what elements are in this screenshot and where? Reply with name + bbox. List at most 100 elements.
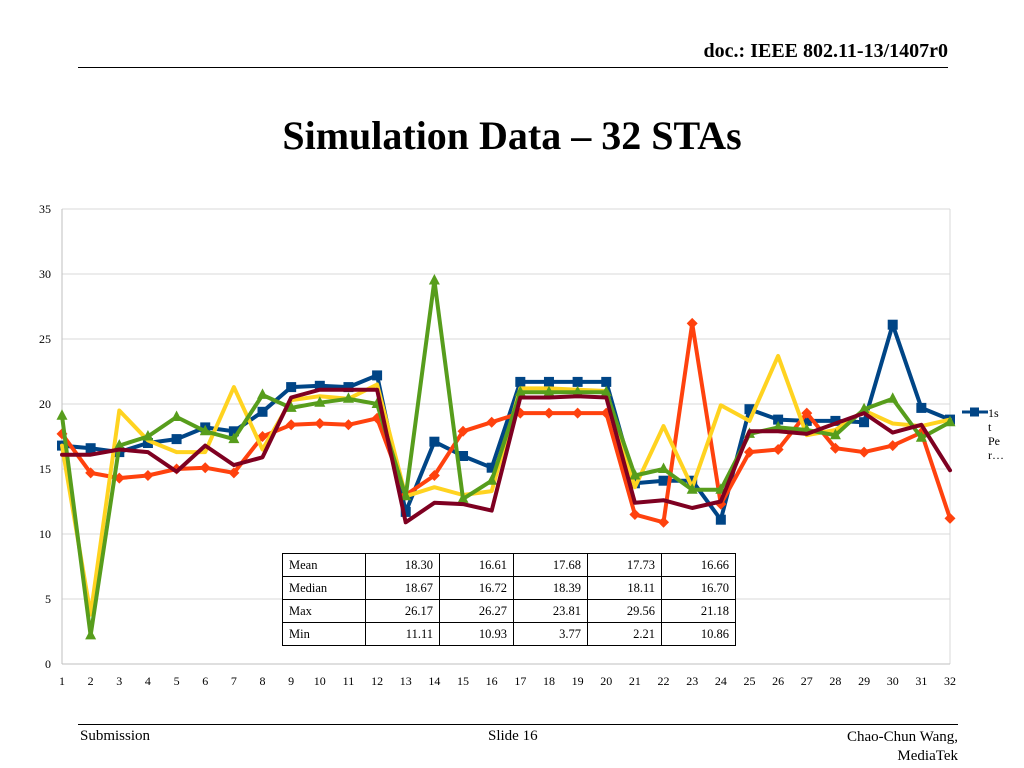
x-tick-label: 3 [116,674,122,688]
x-tick-label: 9 [288,674,294,688]
x-tick-label: 21 [629,674,641,688]
data-point [85,467,97,479]
data-point [572,385,584,397]
series-line [60,322,952,522]
data-point [543,385,555,397]
data-point [228,432,240,444]
data-point [772,420,784,432]
data-point [629,469,641,480]
data-point [372,370,383,381]
legend-line: Pe [988,434,1000,448]
footer-author-name: Chao-Chun Wang, [846,729,958,745]
x-tick-label: 14 [428,674,440,688]
data-point [859,417,870,428]
data-point [629,509,641,520]
x-tick-label: 27 [801,674,813,688]
stats-cell: 16.72 [439,576,514,600]
data-point [715,514,726,525]
data-point [56,409,68,420]
data-point [314,380,325,391]
data-point [228,426,239,437]
x-tick-label: 26 [772,674,784,688]
x-tick-label: 11 [343,674,355,688]
data-point [400,506,411,517]
doc-id: doc.: IEEE 802.11-13/1407r0 [703,40,948,62]
data-point [257,406,268,417]
data-point [658,516,670,528]
stats-cell: 16.66 [661,553,736,577]
x-tick-label: 7 [231,674,237,688]
data-point [142,438,153,448]
data-point [773,414,784,425]
data-point [286,382,297,393]
data-point [285,419,297,431]
x-tick-label: 30 [887,674,899,688]
data-point [199,424,211,436]
stats-cell: 11.11 [365,622,440,646]
x-tick-label: 8 [260,674,266,688]
data-point [830,415,841,426]
x-tick-label: 1 [59,674,65,688]
data-point [686,483,698,494]
data-point [515,376,526,387]
slide-title: Simulation Data – 32 STAs [282,113,742,158]
legend-line: 1s [988,406,999,420]
x-tick-label: 31 [915,674,927,688]
data-point [887,392,899,403]
x-tick-label: 28 [829,674,841,688]
data-point [343,382,354,393]
x-tick-label: 18 [543,674,555,688]
x-tick-label: 19 [572,674,584,688]
data-point [285,401,297,412]
data-point [342,392,354,403]
stats-cell: 2.21 [587,622,662,646]
data-point [428,470,440,481]
data-point [257,388,269,399]
y-tick-label: 15 [39,462,51,476]
x-tick-label: 23 [686,674,698,688]
x-tick-label: 4 [145,674,151,688]
data-point [171,410,183,421]
stats-cell: 23.81 [513,599,588,623]
stats-row-label: Min [282,622,366,646]
header-rule [78,67,948,68]
footer-rule [78,724,958,725]
stats-cell: 29.56 [587,599,662,623]
data-point [601,376,612,387]
x-tick-label: 13 [400,674,412,688]
data-point [457,425,469,437]
y-tick-label: 0 [45,657,51,671]
footer-submission: Submission [80,728,151,744]
data-point [944,512,956,524]
legend-marker [962,407,988,417]
stats-row-label: Max [282,599,366,623]
data-point [457,492,469,503]
stats-cell: 18.30 [365,553,440,577]
data-point [658,475,669,486]
data-point [142,470,154,481]
x-tick-label: 29 [858,674,870,688]
stats-row-label: Mean [282,553,366,577]
data-point [199,462,211,474]
stats-cell: 17.68 [513,553,588,577]
data-point [887,440,899,452]
x-tick-label: 25 [743,674,755,688]
data-point [572,407,584,419]
y-tick-label: 35 [39,202,51,216]
data-point [428,274,440,285]
stats-row: Max 26.17 26.27 23.81 29.56 21.18 [282,599,736,623]
data-point [400,489,412,501]
data-point [858,402,870,414]
data-point [858,446,870,458]
stats-table: Mean 18.30 16.61 17.68 17.73 16.66 Median 18.67… [282,553,736,646]
y-tick-label: 20 [39,397,51,411]
data-point [429,436,440,447]
stats-cell: 18.67 [365,576,440,600]
stats-cell: 18.11 [587,576,662,600]
x-tick-label: 15 [457,674,469,688]
stats-cell: 26.27 [439,599,514,623]
data-point [772,444,784,455]
legend-label: 1s t Pe r… [988,406,1014,462]
data-point [486,416,498,428]
y-tick-label: 5 [45,592,51,606]
